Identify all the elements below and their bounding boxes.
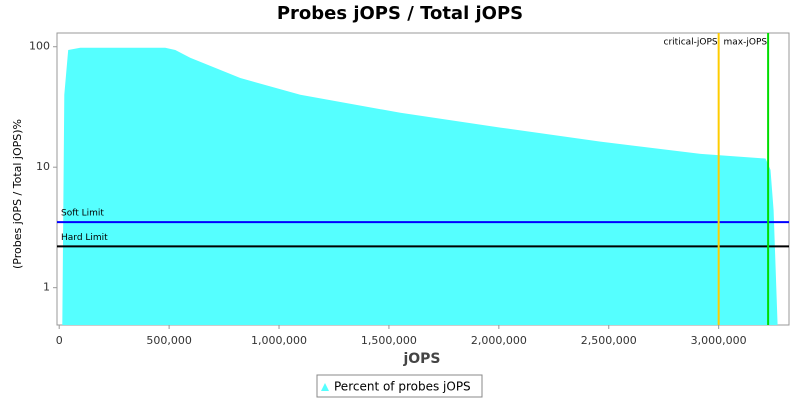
x-tick-label: 2,500,000 [581,334,637,347]
legend-box [316,374,483,398]
y-tick-label: 100 [29,40,50,53]
x-tick-label: 3,000,000 [691,334,747,347]
x-tick-label: 1,500,000 [361,334,417,347]
x-tick-label: 1,000,000 [251,334,307,347]
y-axis-label: (Probes jOPS / Total jOPS)% [11,119,24,269]
chart-title: Probes jOPS / Total jOPS [277,3,523,24]
reference-label: Soft Limit [61,209,104,219]
x-tick-label: 2,000,000 [471,334,527,347]
x-tick-label: 0 [56,334,63,347]
y-tick-label: 1 [43,281,50,294]
area [62,47,778,326]
reference-label: critical-jOPS [664,38,718,48]
legend-symbol [321,383,329,391]
reference-label: max-jOPS [724,38,768,48]
legend: Percent of probes jOPS [316,374,483,398]
x-tick-label: 500,000 [146,334,192,347]
legend-label: Percent of probes jOPS [334,380,471,394]
x-axis-label: jOPS [402,351,440,367]
reference-label: Hard Limit [61,233,108,243]
y-tick-label: 10 [36,160,50,173]
